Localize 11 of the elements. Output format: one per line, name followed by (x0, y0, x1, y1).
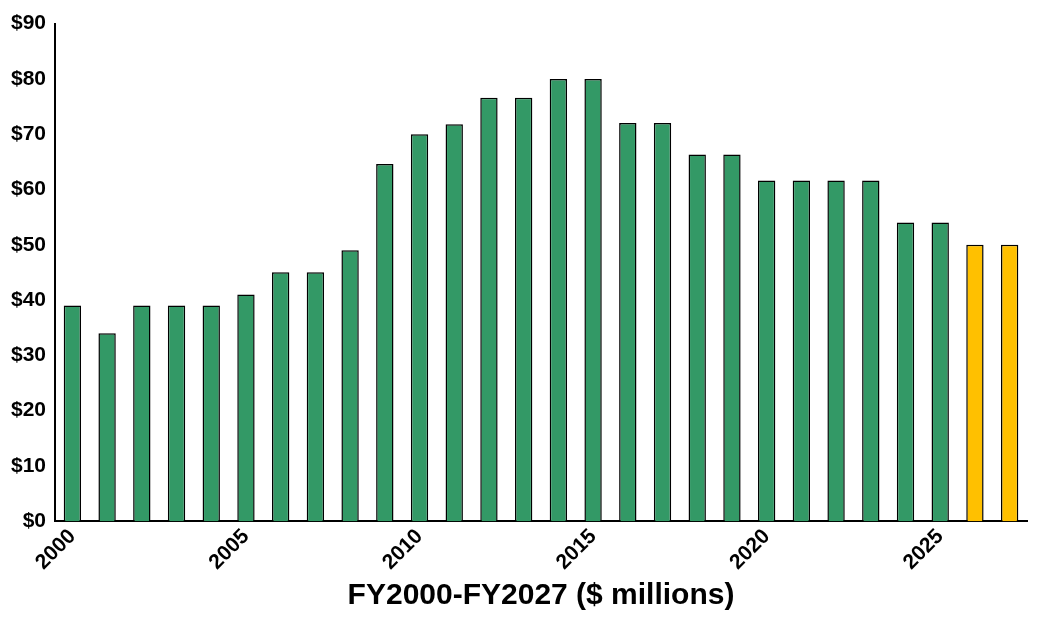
y-tick-label: $50 (10, 231, 47, 255)
x-axis-title: FY2000-FY2027 ($ millions) (347, 577, 735, 611)
y-tick-label: $60 (10, 176, 47, 200)
y-tick-label: $40 (10, 286, 47, 310)
y-tick-label: $0 (22, 507, 47, 531)
y-tick-label: $80 (10, 65, 47, 89)
y-tick-label: $70 (10, 120, 47, 144)
y-tick-label: $90 (10, 10, 47, 34)
y-tick-label: $20 (10, 397, 47, 421)
y-tick-label: $10 (10, 452, 47, 476)
y-tick-label: $30 (10, 342, 47, 366)
